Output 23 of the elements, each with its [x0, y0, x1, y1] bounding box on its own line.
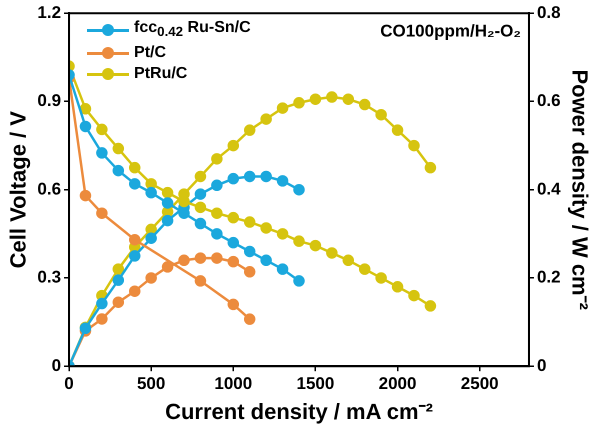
- x-tick-label: 0: [64, 374, 74, 394]
- y2-tick-label: 0.2: [536, 268, 561, 287]
- y-tick-label: 0: [52, 356, 62, 375]
- y2-tick-label: 0.8: [536, 2, 561, 22]
- x-tick-label: 2500: [460, 374, 499, 394]
- y2-tick-label: 0.6: [536, 91, 561, 110]
- legend-label: fcc$_{0.42}$ Ru-Sn/C: [134, 18, 251, 42]
- x-tick-label: 2000: [378, 374, 416, 394]
- x-tick-label: 500: [136, 374, 166, 394]
- x-tick-label: 1000: [214, 374, 252, 394]
- y2-tick-label: 0: [536, 356, 546, 375]
- y-tick-label: 0.6: [37, 179, 62, 198]
- y-tick-label: 0.9: [37, 91, 62, 110]
- x-tick-label: 1500: [296, 374, 334, 394]
- y2-tick-label: 0.4: [536, 179, 562, 198]
- y2-axis-title: Power density / W cm⁻²: [568, 69, 593, 310]
- y-tick-label: 1.2: [37, 2, 62, 22]
- legend-label: Pt/C: [134, 43, 166, 64]
- legend-label: PtRu/C: [134, 64, 188, 84]
- annotation: CO100ppm/H₂-O₂: [380, 21, 521, 40]
- x-axis-title: Current density / mA cm⁻²: [165, 398, 433, 424]
- y-axis-title: Cell Voltage / V: [5, 110, 30, 268]
- y-tick-label: 0.3: [37, 268, 62, 287]
